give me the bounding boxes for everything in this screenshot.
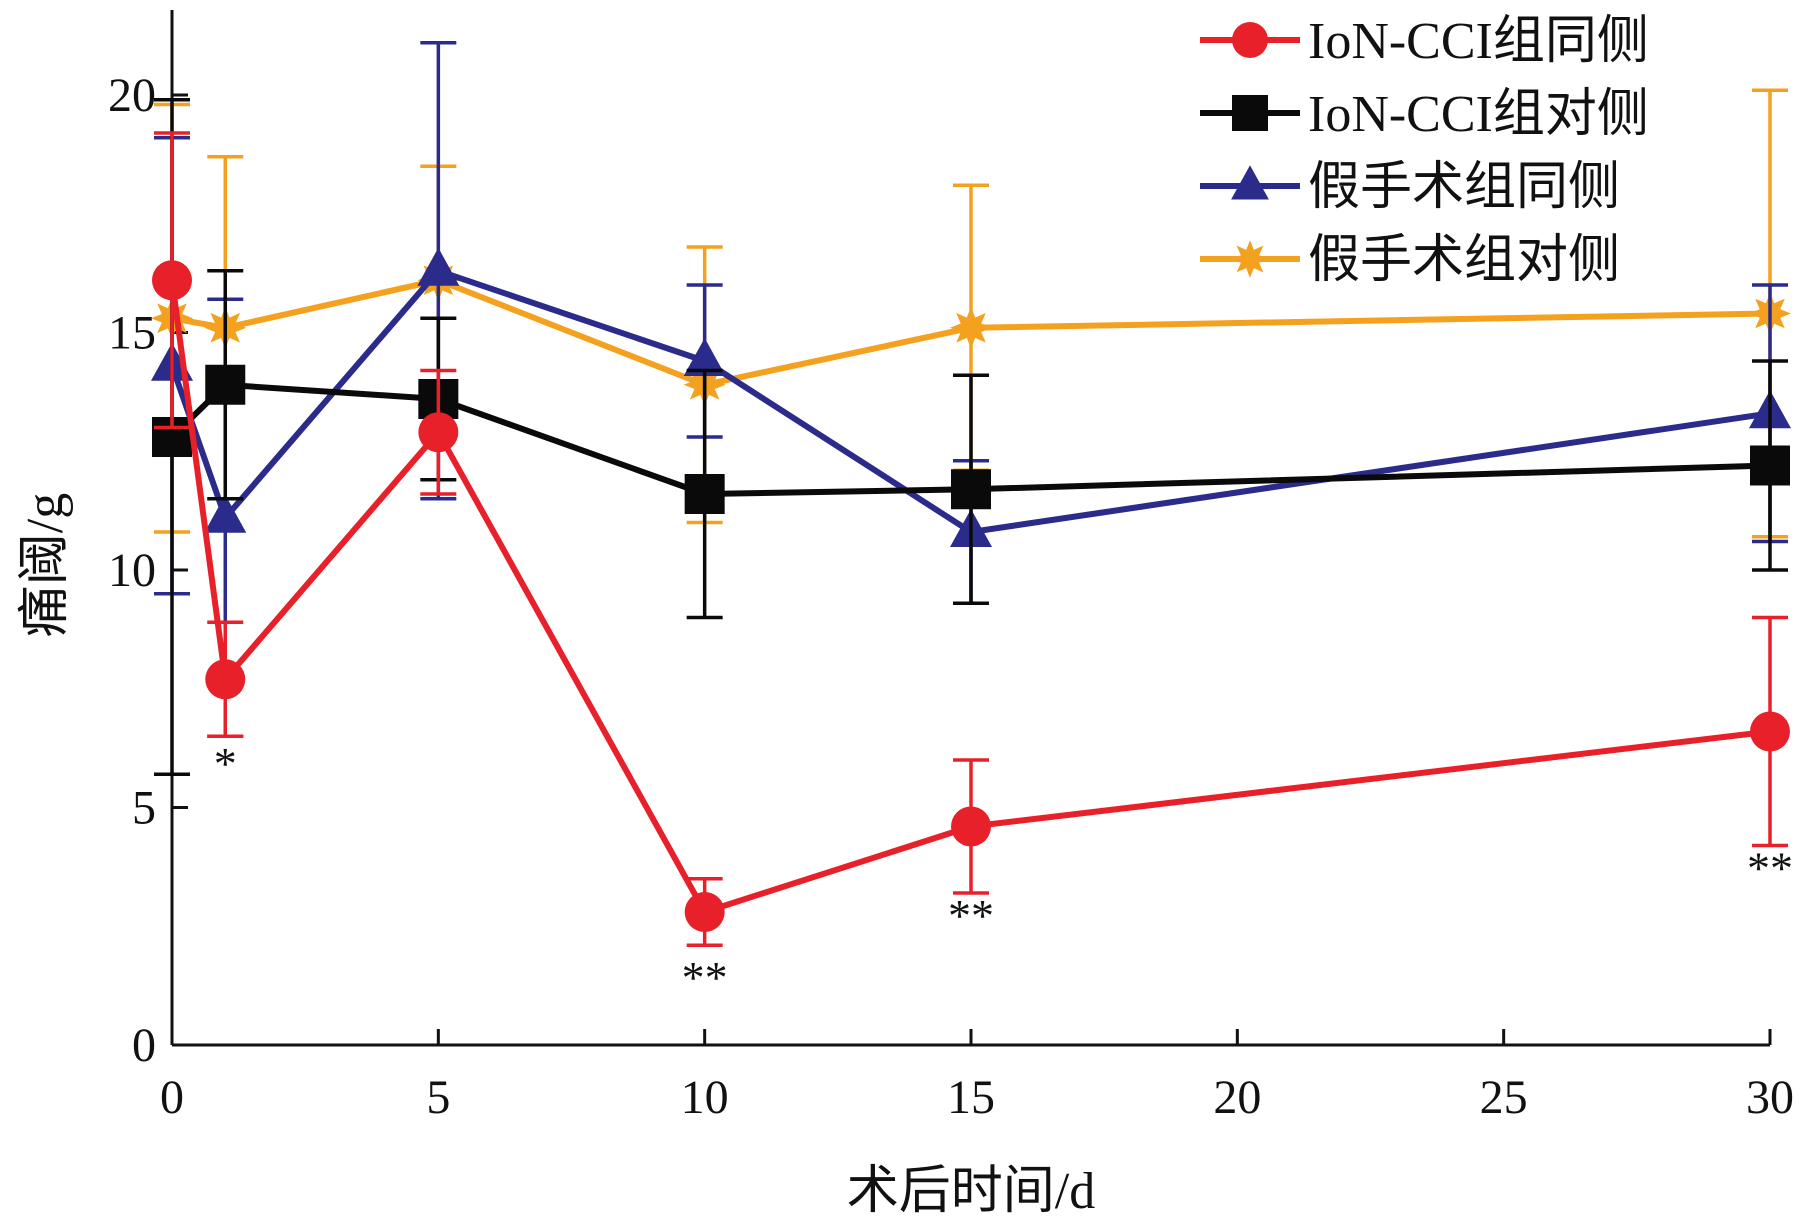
y-tick-label: 0: [132, 1019, 156, 1072]
y-axis-title: 痛阈/g: [17, 493, 74, 637]
data-point: [1750, 711, 1790, 752]
data-point: [205, 364, 246, 405]
y-tick-label: 10: [108, 544, 156, 597]
x-axis-title: 术后时间/d: [847, 1163, 1095, 1220]
legend-marker: [1232, 22, 1268, 58]
significance-mark: **: [948, 890, 994, 941]
y-tick-label: 15: [108, 307, 156, 360]
data-point: [1750, 445, 1790, 486]
x-tick-label: 20: [1213, 1071, 1261, 1124]
data-point: [205, 659, 246, 700]
series-line: [169, 267, 1771, 535]
x-tick-label: 10: [681, 1071, 729, 1124]
data-point: [951, 469, 991, 510]
axes: 0 5 10 15 20 25 30 0 5 10 15 20: [108, 10, 1794, 1124]
legend-label: 假手术组对侧: [1308, 232, 1620, 289]
data-point: [417, 247, 460, 286]
x-tick-label: 25: [1480, 1071, 1528, 1124]
legend-item-3: 假手术组同侧: [1200, 159, 1620, 216]
data-point: [951, 806, 991, 847]
legend-label: IoN-CCI组同侧: [1308, 13, 1649, 70]
series-layer: [151, 41, 1791, 947]
legend-label: IoN-CCI组对侧: [1308, 86, 1649, 143]
significance-mark: **: [1747, 843, 1793, 894]
legend-label: 假手术组同侧: [1308, 159, 1620, 216]
data-point: [684, 474, 725, 514]
legend-item-1: IoN-CCI组同侧: [1200, 13, 1649, 70]
data-point: [418, 412, 459, 453]
series-line: [169, 279, 1771, 915]
y-tick-label: 5: [132, 782, 156, 835]
legend-marker: [1231, 165, 1269, 200]
series-1: [152, 131, 1790, 947]
series-2: [152, 98, 1790, 776]
x-tick-label: 30: [1746, 1071, 1794, 1124]
significance-mark: *: [214, 738, 237, 789]
legend-marker: [1232, 95, 1268, 131]
x-tick-label: 0: [160, 1071, 184, 1124]
legend-marker: [1231, 240, 1269, 278]
legend-item-2: IoN-CCI组对侧: [1200, 86, 1649, 143]
y-tick-label: 20: [108, 69, 156, 122]
data-point: [152, 260, 192, 301]
data-point: [204, 494, 247, 533]
x-tick-label: 5: [426, 1071, 450, 1124]
legend-item-4: 假手术组对侧: [1200, 232, 1620, 289]
significance-mark: **: [682, 952, 728, 1003]
data-point: [684, 892, 725, 932]
x-tick-label: 15: [947, 1071, 995, 1124]
significance-annotations: *******: [214, 738, 1793, 1003]
data-point: [683, 338, 726, 376]
data-point: [950, 306, 992, 349]
